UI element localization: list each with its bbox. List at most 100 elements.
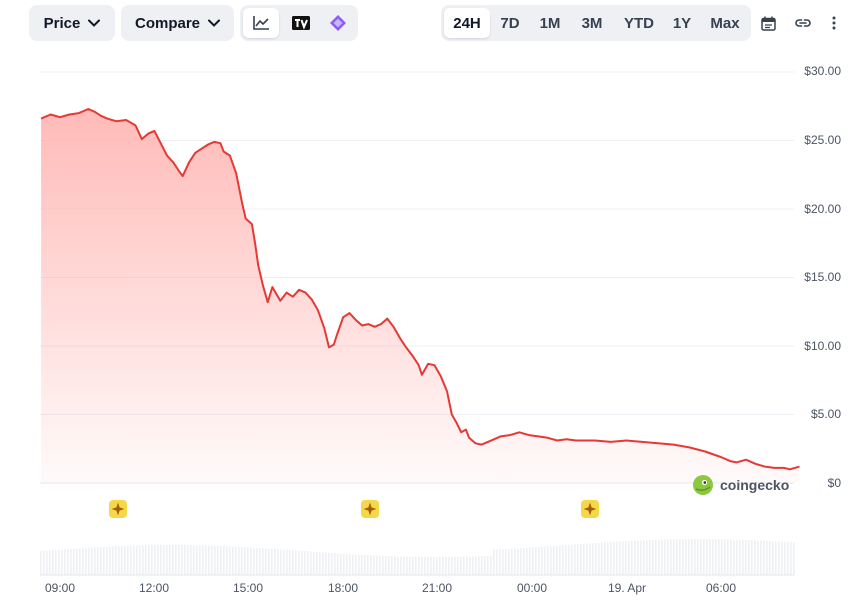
more-options-button[interactable]	[818, 5, 850, 41]
volume-bar	[160, 545, 162, 575]
volume-bar	[139, 545, 141, 575]
event-marker[interactable]	[580, 499, 600, 519]
volume-bar	[403, 556, 405, 575]
x-tick-label: 15:00	[232, 581, 264, 595]
volume-bar	[109, 546, 111, 575]
volume-bar	[217, 545, 219, 575]
volume-bar	[469, 556, 471, 575]
volume-bar	[445, 556, 447, 575]
volume-bar	[280, 549, 282, 575]
compare-dropdown[interactable]: Compare	[121, 5, 234, 41]
tradingview-icon	[292, 16, 310, 30]
volume-bar	[184, 545, 186, 575]
range-1m-button[interactable]: 1M	[532, 8, 568, 38]
range-3m-button[interactable]: 3M	[573, 8, 611, 38]
volume-bar	[643, 540, 645, 575]
range-label: 1M	[539, 14, 561, 32]
volume-bar	[238, 546, 240, 575]
event-marker[interactable]	[108, 499, 128, 519]
volume-bar	[361, 554, 363, 575]
tradingview-mode-button[interactable]	[283, 8, 319, 38]
volume-bar	[709, 539, 711, 575]
volume-bar	[202, 545, 204, 575]
volume-bar	[787, 542, 789, 575]
volume-bar	[430, 556, 432, 575]
range-7d-button[interactable]: 7D	[493, 8, 527, 38]
chart-mode-switcher	[240, 5, 358, 41]
volume-bar	[457, 556, 459, 575]
volume-bar	[745, 539, 747, 575]
x-tick-label: 19. Apr	[607, 581, 647, 595]
volume-bar	[700, 539, 702, 575]
range-1y-button[interactable]: 1Y	[667, 8, 697, 38]
volume-bar	[208, 545, 210, 575]
volume-bar	[427, 556, 429, 575]
volume-bar	[640, 540, 642, 575]
volume-bar	[229, 546, 231, 575]
x-tick-label: 09:00	[44, 581, 76, 595]
volume-bar	[757, 540, 759, 575]
volume-bar	[589, 543, 591, 575]
volume-bar	[376, 555, 378, 575]
volume-bar	[475, 556, 477, 575]
price-dropdown[interactable]: Price	[29, 5, 115, 41]
x-tick-label: 06:00	[705, 581, 737, 595]
line-chart-mode-button[interactable]	[243, 8, 279, 38]
volume-bar	[40, 551, 42, 575]
share-link-button[interactable]	[787, 5, 819, 41]
volume-bar	[319, 552, 321, 575]
volume-bar	[727, 539, 729, 575]
volume-bar	[760, 540, 762, 575]
gecko-logo-icon	[693, 475, 713, 495]
volume-bar	[556, 545, 558, 575]
volume-bar	[646, 540, 648, 575]
volume-bar	[118, 546, 120, 575]
volume-bar	[502, 549, 504, 575]
volume-bar	[775, 541, 777, 575]
volume-bar	[148, 545, 150, 575]
range-max-button[interactable]: Max	[703, 8, 747, 38]
volume-bar	[673, 539, 675, 575]
volume-bar	[568, 544, 570, 575]
range-ytd-button[interactable]: YTD	[616, 8, 662, 38]
volume-bar	[70, 548, 72, 575]
volume-bar	[211, 545, 213, 575]
volume-bar	[520, 548, 522, 575]
volume-bar	[367, 555, 369, 575]
volume-bar	[295, 550, 297, 575]
volume-bar	[718, 539, 720, 575]
volume-bar	[256, 547, 258, 575]
volume-bar	[43, 550, 45, 575]
volume-bar	[439, 556, 441, 575]
range-24h-button[interactable]: 24H	[444, 8, 490, 38]
event-marker[interactable]	[360, 499, 380, 519]
volume-bar	[127, 545, 129, 575]
time-range-selector: 24H 7D 1M 3M YTD 1Y Max	[441, 5, 751, 41]
volume-bar	[415, 556, 417, 575]
volume-bar	[625, 541, 627, 575]
volume-bar	[322, 552, 324, 575]
volume-bar	[268, 548, 270, 575]
volume-bar	[484, 555, 486, 575]
volume-bar	[151, 545, 153, 575]
candlestick-mode-button[interactable]	[320, 8, 356, 38]
volume-bar	[418, 556, 420, 575]
volume-bar	[529, 547, 531, 575]
date-range-button[interactable]	[752, 5, 784, 41]
volume-bar	[253, 547, 255, 575]
volume-bar	[373, 555, 375, 575]
volume-bar	[535, 547, 537, 575]
range-label: 24H	[453, 14, 481, 32]
volume-bar	[223, 546, 225, 575]
volume-bar	[631, 540, 633, 575]
volume-bar	[214, 545, 216, 575]
volume-bar	[670, 539, 672, 575]
volume-bar	[169, 545, 171, 575]
volume-bar	[610, 542, 612, 575]
volume-bar	[391, 556, 393, 575]
volume-bar	[46, 550, 48, 575]
volume-bar	[496, 549, 498, 575]
volume-bar	[442, 556, 444, 575]
volume-bar	[241, 546, 243, 575]
